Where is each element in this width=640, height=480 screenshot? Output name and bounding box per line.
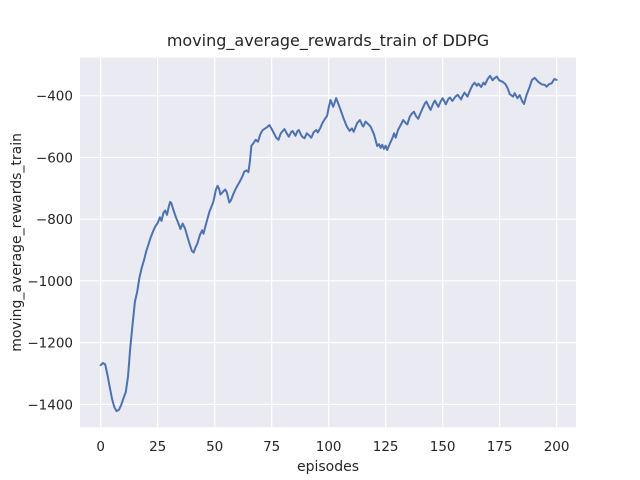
- x-tick-label: 25: [149, 439, 166, 455]
- x-tick-label: 100: [316, 439, 342, 455]
- y-tick-label: −800: [36, 212, 73, 228]
- gridlines: [80, 57, 576, 428]
- y-tick-label: −600: [36, 150, 73, 166]
- series-line-moving-average-rewards: [99, 74, 558, 413]
- y-tick-label: −400: [36, 89, 73, 105]
- x-axis-label: episodes: [297, 459, 359, 475]
- y-axis-tick-labels: −400 −600 −800 −1000 −1200 −1400: [27, 89, 73, 414]
- x-tick-label: 75: [263, 439, 280, 455]
- y-axis-label: moving_average_rewards_train: [9, 133, 25, 352]
- x-tick-label: 175: [487, 439, 513, 455]
- y-tick-label: −1200: [27, 336, 73, 352]
- chart-title: moving_average_rewards_train of DDPG: [167, 31, 489, 51]
- x-tick-label: 0: [96, 439, 105, 455]
- x-axis-tick-labels: 0 25 50 75 100 125 150 175 200: [96, 439, 569, 455]
- x-tick-label: 125: [373, 439, 399, 455]
- y-tick-label: −1400: [27, 397, 73, 413]
- x-tick-label: 200: [544, 439, 570, 455]
- x-tick-label: 150: [430, 439, 456, 455]
- x-tick-label: 50: [206, 439, 223, 455]
- plot-area: [80, 57, 576, 428]
- y-tick-label: −1000: [27, 274, 73, 290]
